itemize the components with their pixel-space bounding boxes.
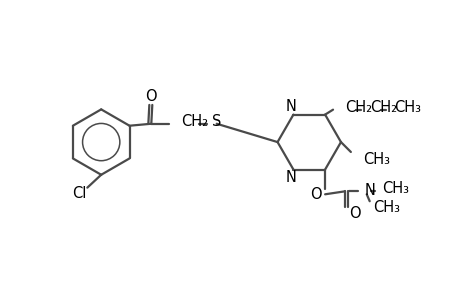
Text: CH₂: CH₂	[369, 100, 396, 115]
Text: CH₂: CH₂	[344, 100, 371, 115]
Text: O: O	[348, 206, 360, 220]
Text: CH₃: CH₃	[372, 200, 399, 215]
Text: N: N	[285, 99, 296, 114]
Text: CH₃: CH₃	[394, 100, 420, 115]
Text: S: S	[211, 114, 221, 129]
Text: N: N	[285, 170, 296, 185]
Text: O: O	[145, 89, 157, 104]
Text: CH₂: CH₂	[181, 114, 208, 129]
Text: CH₃: CH₃	[382, 181, 409, 196]
Text: N: N	[364, 183, 375, 198]
Text: O: O	[310, 187, 321, 202]
Text: CH₃: CH₃	[362, 152, 389, 167]
Text: Cl: Cl	[72, 186, 86, 201]
